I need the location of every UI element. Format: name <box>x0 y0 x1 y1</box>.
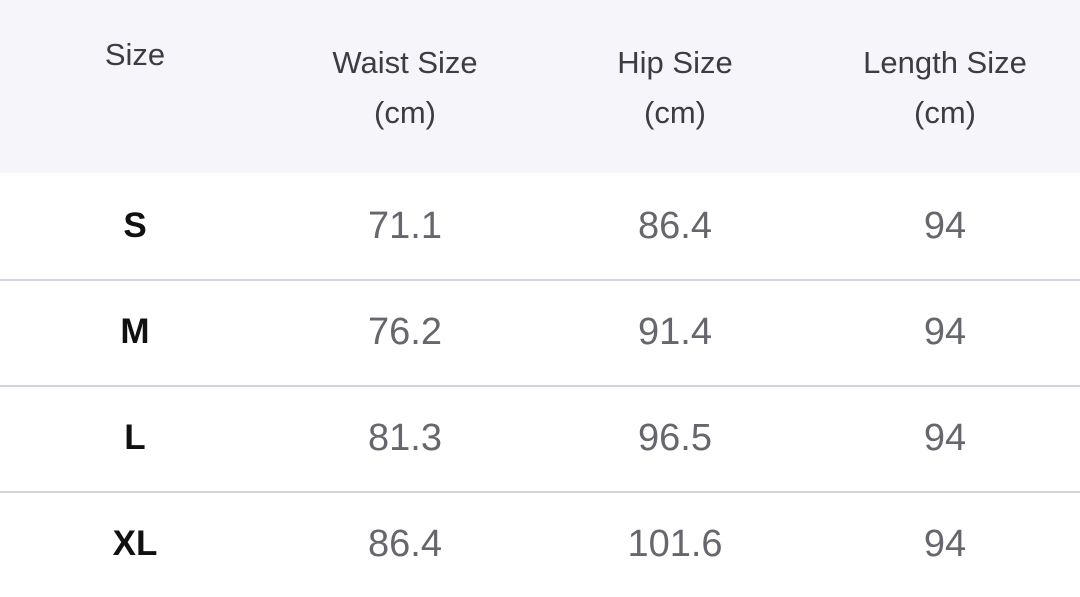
measurement: 94 <box>923 311 967 353</box>
header-label: Size <box>104 37 166 72</box>
header-label: Hip Size <box>617 45 733 80</box>
measurement: 81.3 <box>368 417 442 459</box>
measurement: 94 <box>923 205 967 247</box>
header-cell: Hip Size (cm) <box>540 38 810 138</box>
size-label: S <box>123 206 147 245</box>
size-label: M <box>120 312 150 351</box>
measurement: 96.5 <box>638 417 712 459</box>
header-label: Length Size <box>863 45 1027 80</box>
table-row: L 81.3 96.5 94 <box>0 385 1080 491</box>
table-row: XL 86.4 101.6 94 <box>0 491 1080 597</box>
measurement: 94 <box>923 523 967 565</box>
table-row: M 76.2 91.4 94 <box>0 279 1080 385</box>
header-label: Waist Size <box>332 45 478 80</box>
table-header: Size Waist Size (cm) Hip Size (cm) Length Siz… <box>0 0 1080 173</box>
measurement: 86.4 <box>368 523 442 565</box>
header-cell: Waist Size (cm) <box>270 38 540 138</box>
size-label: L <box>124 418 146 457</box>
measurement: 91.4 <box>638 311 712 353</box>
table-row: S 71.1 86.4 94 <box>0 173 1080 279</box>
size-label: XL <box>112 524 158 563</box>
measurement: 71.1 <box>368 205 442 247</box>
measurement: 101.6 <box>627 523 723 565</box>
measurement: 86.4 <box>638 205 712 247</box>
measurement: 76.2 <box>368 311 442 353</box>
measurement: 94 <box>923 417 967 459</box>
header-unit: (cm) <box>914 95 976 130</box>
header-unit: (cm) <box>374 95 436 130</box>
header-unit: (cm) <box>644 95 706 130</box>
header-cell: Length Size (cm) <box>810 38 1080 138</box>
header-cell: Size <box>0 30 270 80</box>
